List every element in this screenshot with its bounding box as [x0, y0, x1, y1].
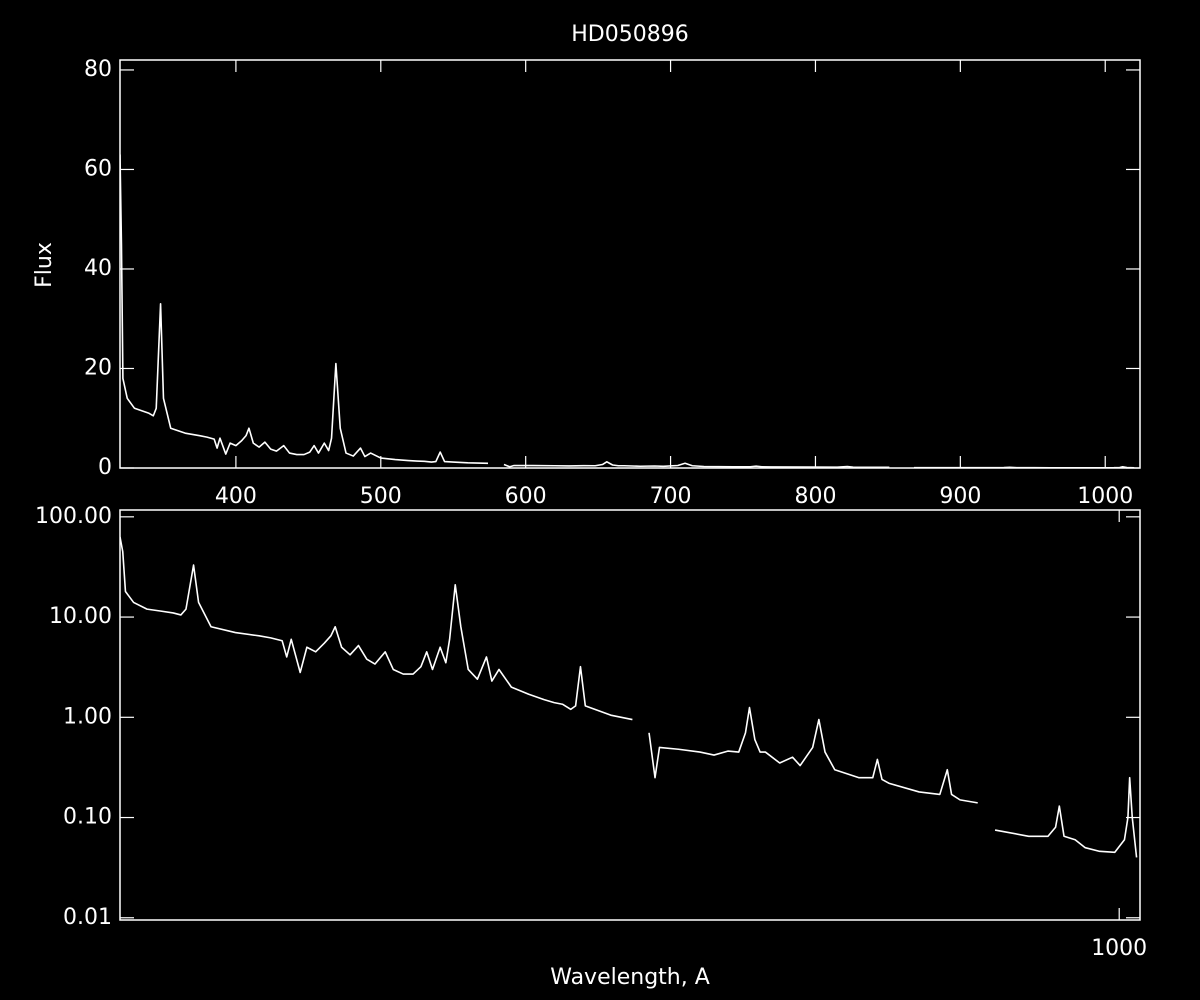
x-tick-label: 600 [505, 484, 547, 509]
x-tick-label: 900 [939, 484, 981, 509]
spectrum-line [120, 154, 1135, 468]
y-tick-label: 0.01 [63, 905, 112, 930]
x-tick-label: 800 [794, 484, 836, 509]
plot-frame [119, 509, 1141, 921]
y-tick-label: 1.00 [63, 704, 112, 729]
y-tick-label: 60 [84, 156, 112, 181]
y-tick-label: 20 [84, 355, 112, 380]
chart-title: HD050896 [571, 22, 688, 47]
y-tick-label: 40 [84, 256, 112, 281]
y-tick-label: 80 [84, 57, 112, 82]
x-tick-label: 700 [650, 484, 692, 509]
y-tick-label: 0.10 [63, 805, 112, 830]
x-axis-label: Wavelength, A [550, 965, 710, 990]
plot-frame [119, 59, 1141, 469]
spectrum-line [120, 536, 1138, 858]
y-axis-label: Flux [32, 242, 57, 288]
x-tick-label: 1000 [1077, 484, 1133, 509]
y-tick-label: 100.00 [35, 504, 112, 529]
x-tick-label: 1000 [1091, 936, 1147, 961]
x-tick-label: 400 [215, 484, 257, 509]
y-tick-label: 10.00 [49, 604, 112, 629]
x-tick-label: 500 [360, 484, 402, 509]
y-tick-label: 0 [98, 455, 112, 480]
